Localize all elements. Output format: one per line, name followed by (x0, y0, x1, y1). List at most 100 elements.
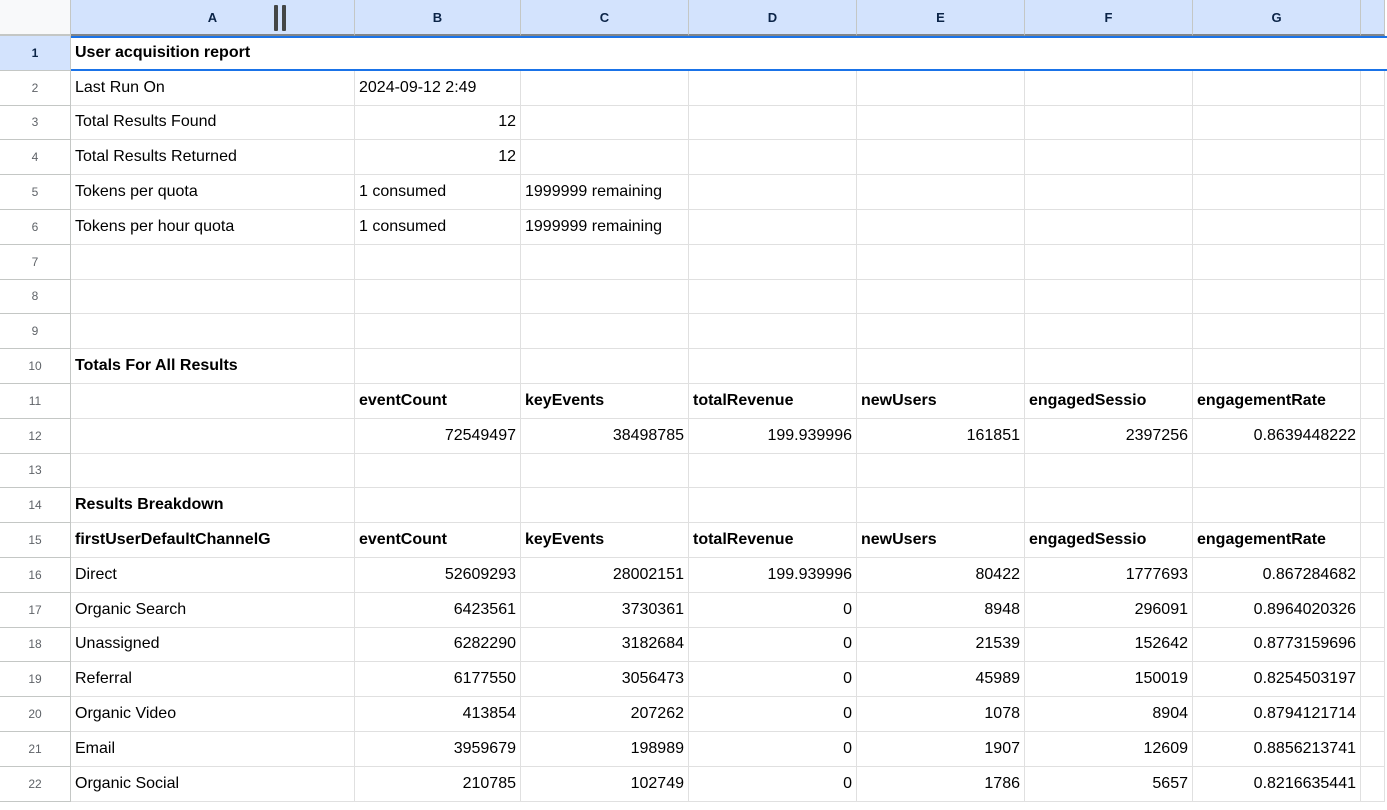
row-header-13[interactable]: 13 (0, 453, 71, 489)
row-header-15[interactable]: 15 (0, 523, 71, 558)
meta-value-cell[interactable]: 1 consumed (355, 209, 521, 245)
empty-cell[interactable] (1361, 140, 1385, 176)
breakdown-channel-cell[interactable]: Unassigned (71, 627, 355, 663)
empty-cell[interactable] (857, 70, 1025, 106)
empty-cell[interactable] (521, 488, 689, 524)
breakdown-header-cell[interactable]: engagementRate (1193, 523, 1361, 558)
column-resize-handle[interactable] (270, 4, 290, 32)
empty-cell[interactable] (1025, 70, 1193, 106)
breakdown-engagementrate-cell[interactable]: 0.8964020326 (1193, 592, 1361, 628)
meta-value-cell[interactable]: 2024-09-12 2:49 (355, 70, 521, 106)
empty-cell[interactable] (1361, 383, 1385, 419)
breakdown-header-cell[interactable]: totalRevenue (689, 523, 857, 558)
row-header-19[interactable]: 19 (0, 662, 71, 698)
empty-cell[interactable] (1025, 244, 1193, 280)
totals-value-cell[interactable]: 0.8639448222 (1193, 418, 1361, 454)
row-header-5[interactable]: 5 (0, 175, 71, 210)
totals-value-cell[interactable] (71, 418, 355, 454)
totals-value-cell[interactable]: 199.939996 (689, 418, 857, 454)
breakdown-eventcount-cell[interactable]: 6177550 (355, 662, 521, 698)
empty-cell[interactable] (1025, 488, 1193, 524)
column-header-d[interactable]: D (689, 0, 857, 36)
row-header-6[interactable]: 6 (0, 209, 71, 245)
row-header-20[interactable]: 20 (0, 697, 71, 732)
row-header-4[interactable]: 4 (0, 140, 71, 176)
empty-cell[interactable] (1361, 662, 1385, 698)
breakdown-eventcount-cell[interactable]: 52609293 (355, 557, 521, 593)
empty-cell[interactable] (1361, 279, 1385, 315)
row-header-18[interactable]: 18 (0, 627, 71, 663)
empty-cell[interactable] (355, 488, 521, 524)
empty-cell[interactable] (1193, 105, 1361, 141)
empty-cell[interactable] (1361, 523, 1385, 558)
empty-cell[interactable] (1193, 314, 1361, 350)
empty-cell[interactable] (1025, 453, 1193, 489)
empty-cell[interactable] (1193, 140, 1361, 176)
empty-cell[interactable] (71, 314, 355, 350)
empty-cell[interactable] (689, 70, 857, 106)
breakdown-newusers-cell[interactable]: 1907 (857, 731, 1025, 767)
column-header-f[interactable]: F (1025, 0, 1193, 36)
totals-value-cell[interactable]: 161851 (857, 418, 1025, 454)
breakdown-channel-cell[interactable]: Organic Search (71, 592, 355, 628)
meta-value-cell[interactable]: 1 consumed (355, 175, 521, 210)
column-header-h[interactable] (1361, 0, 1385, 36)
empty-cell[interactable] (355, 453, 521, 489)
row-header-17[interactable]: 17 (0, 592, 71, 628)
totals-header-cell[interactable]: totalRevenue (689, 383, 857, 419)
empty-cell[interactable] (689, 244, 857, 280)
row-header-3[interactable]: 3 (0, 105, 71, 141)
empty-cell[interactable] (857, 105, 1025, 141)
empty-cell[interactable] (1361, 349, 1385, 384)
breakdown-totalrevenue-cell[interactable]: 199.939996 (689, 557, 857, 593)
empty-cell[interactable] (71, 453, 355, 489)
breakdown-totalrevenue-cell[interactable]: 0 (689, 662, 857, 698)
empty-cell[interactable] (71, 279, 355, 315)
breakdown-engagedsessions-cell[interactable]: 1777693 (1025, 557, 1193, 593)
empty-cell[interactable] (857, 279, 1025, 315)
meta-extra-cell[interactable]: 1999999 remaining (521, 175, 689, 210)
totals-value-cell[interactable]: 2397256 (1025, 418, 1193, 454)
empty-cell[interactable] (689, 140, 857, 176)
column-header-c[interactable]: C (521, 0, 689, 36)
column-header-g[interactable]: G (1193, 0, 1361, 36)
empty-cell[interactable] (521, 244, 689, 280)
breakdown-newusers-cell[interactable]: 45989 (857, 662, 1025, 698)
column-header-a[interactable]: A (71, 0, 355, 36)
empty-cell[interactable] (1361, 488, 1385, 524)
empty-cell[interactable] (689, 175, 857, 210)
empty-cell[interactable] (1361, 557, 1385, 593)
totals-header-cell[interactable] (71, 383, 355, 419)
breakdown-totalrevenue-cell[interactable]: 0 (689, 592, 857, 628)
breakdown-keyevents-cell[interactable]: 198989 (521, 731, 689, 767)
breakdown-keyevents-cell[interactable]: 207262 (521, 697, 689, 732)
breakdown-channel-cell[interactable]: Organic Social (71, 766, 355, 802)
breakdown-engagedsessions-cell[interactable]: 296091 (1025, 592, 1193, 628)
breakdown-totalrevenue-cell[interactable]: 0 (689, 697, 857, 732)
meta-label-cell[interactable]: Total Results Found (71, 105, 355, 141)
row-header-9[interactable]: 9 (0, 314, 71, 350)
empty-cell[interactable] (521, 349, 689, 384)
breakdown-header-cell[interactable]: newUsers (857, 523, 1025, 558)
row-header-14[interactable]: 14 (0, 488, 71, 524)
empty-cell[interactable] (1193, 209, 1361, 245)
row-header-7[interactable]: 7 (0, 244, 71, 280)
row-header-2[interactable]: 2 (0, 70, 71, 106)
empty-cell[interactable] (1361, 70, 1385, 106)
breakdown-engagementrate-cell[interactable]: 0.8216635441 (1193, 766, 1361, 802)
breakdown-engagementrate-cell[interactable]: 0.867284682 (1193, 557, 1361, 593)
breakdown-totalrevenue-cell[interactable]: 0 (689, 766, 857, 802)
row-header-22[interactable]: 22 (0, 766, 71, 802)
empty-cell[interactable] (1025, 209, 1193, 245)
breakdown-engagedsessions-cell[interactable]: 152642 (1025, 627, 1193, 663)
empty-cell[interactable] (355, 279, 521, 315)
breakdown-newusers-cell[interactable]: 1078 (857, 697, 1025, 732)
empty-cell[interactable] (1361, 105, 1385, 141)
breakdown-newusers-cell[interactable]: 1786 (857, 766, 1025, 802)
empty-cell[interactable] (1025, 349, 1193, 384)
breakdown-totalrevenue-cell[interactable]: 0 (689, 627, 857, 663)
totals-header-cell[interactable]: eventCount (355, 383, 521, 419)
empty-cell[interactable] (1361, 244, 1385, 280)
empty-cell[interactable] (1193, 488, 1361, 524)
empty-cell[interactable] (1361, 175, 1385, 210)
